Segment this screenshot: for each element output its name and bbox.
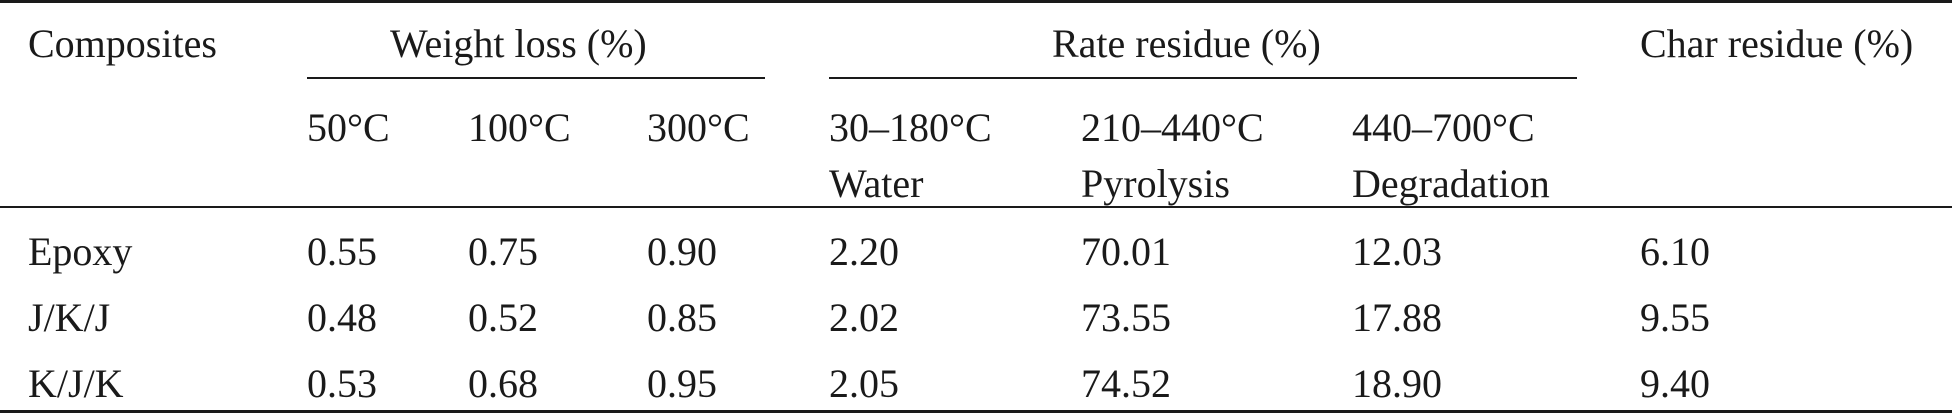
header-rate-residue: Rate residue (%) — [1052, 21, 1321, 66]
row-epoxy-wl50: 0.55 — [307, 229, 377, 274]
bottom-rule — [0, 410, 1952, 413]
row-epoxy-rr3: 12.03 — [1352, 229, 1442, 274]
row-epoxy-name: Epoxy — [28, 229, 133, 274]
header-pyrolysis-range: 210–440°C — [1081, 105, 1264, 150]
row-kjk-name: K/J/K — [28, 361, 124, 406]
header-composites: Composites — [28, 21, 217, 66]
row-jkj-char: 9.55 — [1640, 295, 1710, 340]
row-jkj-rr3: 17.88 — [1352, 295, 1442, 340]
row-jkj-wl50: 0.48 — [307, 295, 377, 340]
header-weight-loss: Weight loss (%) — [390, 21, 647, 66]
header-water-range: 30–180°C — [829, 105, 992, 150]
header-bottom-rule — [0, 206, 1952, 208]
row-jkj-wl300: 0.85 — [647, 295, 717, 340]
row-epoxy-wl100: 0.75 — [468, 229, 538, 274]
row-kjk-rr2: 74.52 — [1081, 361, 1171, 406]
header-degradation-range: 440–700°C — [1352, 105, 1535, 150]
header-300c: 300°C — [647, 105, 750, 150]
row-epoxy-rr1: 2.20 — [829, 229, 899, 274]
top-rule — [0, 0, 1952, 3]
row-jkj-rr1: 2.02 — [829, 295, 899, 340]
header-char-residue: Char residue (%) — [1640, 21, 1914, 66]
row-kjk-char: 9.40 — [1640, 361, 1710, 406]
weight-loss-underline — [307, 77, 765, 79]
header-degradation-stage: Degradation — [1352, 161, 1550, 206]
header-100c: 100°C — [468, 105, 571, 150]
row-epoxy-rr2: 70.01 — [1081, 229, 1171, 274]
row-kjk-wl100: 0.68 — [468, 361, 538, 406]
row-epoxy-wl300: 0.90 — [647, 229, 717, 274]
row-kjk-rr3: 18.90 — [1352, 361, 1442, 406]
row-jkj-name: J/K/J — [28, 295, 111, 340]
header-50c: 50°C — [307, 105, 390, 150]
row-jkj-rr2: 73.55 — [1081, 295, 1171, 340]
rate-residue-underline — [829, 77, 1577, 79]
row-kjk-rr1: 2.05 — [829, 361, 899, 406]
row-kjk-wl50: 0.53 — [307, 361, 377, 406]
header-pyrolysis-stage: Pyrolysis — [1081, 161, 1230, 206]
row-jkj-wl100: 0.52 — [468, 295, 538, 340]
header-water-stage: Water — [829, 161, 924, 206]
row-epoxy-char: 6.10 — [1640, 229, 1710, 274]
row-kjk-wl300: 0.95 — [647, 361, 717, 406]
